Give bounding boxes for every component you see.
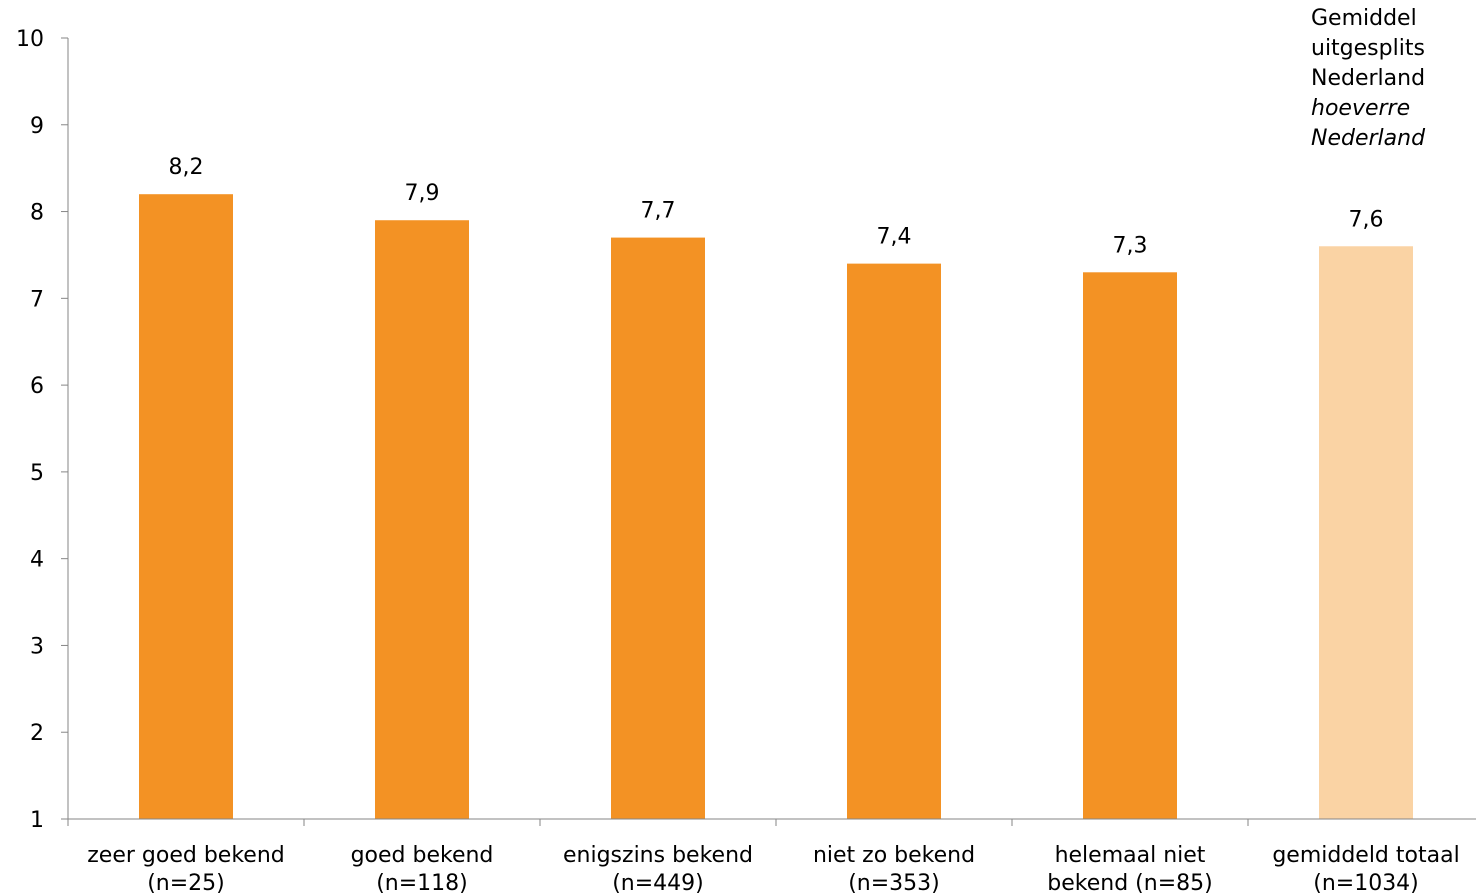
bar-value-label: 7,3 bbox=[1113, 233, 1148, 258]
x-tick-label: gemiddeld totaal (n=1034) bbox=[1272, 843, 1459, 894]
bar-value-label: 7,9 bbox=[405, 181, 440, 206]
note-line: Nederland bbox=[1311, 66, 1426, 91]
y-tick-label: 7 bbox=[30, 287, 44, 312]
y-tick-label: 1 bbox=[30, 808, 44, 833]
note-line: Nederland bbox=[1311, 126, 1426, 151]
bar bbox=[139, 194, 233, 819]
y-tick-label: 9 bbox=[30, 114, 44, 139]
y-tick-label: 6 bbox=[30, 374, 44, 399]
y-tick-label: 8 bbox=[30, 201, 44, 226]
bar-value-label: 8,2 bbox=[169, 155, 204, 180]
bar bbox=[1319, 246, 1413, 819]
bar bbox=[1083, 272, 1177, 819]
bar bbox=[847, 263, 941, 820]
chart-note: Gemiddel uitgesplits Nederland hoeverre … bbox=[1311, 4, 1476, 154]
bar-value-label: 7,7 bbox=[641, 199, 676, 224]
bar-value-label: 7,6 bbox=[1349, 207, 1384, 232]
y-tick-label: 3 bbox=[30, 634, 44, 659]
y-tick-label: 2 bbox=[30, 721, 44, 746]
bar bbox=[375, 220, 469, 819]
x-tick-label: helemaal niet bekend (n=85) bbox=[1047, 843, 1212, 894]
y-tick-label: 5 bbox=[30, 461, 44, 486]
x-tick-label: enigszins bekend (n=449) bbox=[563, 843, 753, 894]
y-tick-label: 4 bbox=[30, 548, 44, 573]
x-tick-label: goed bekend (n=118) bbox=[351, 843, 494, 894]
note-line: Gemiddel bbox=[1311, 6, 1417, 31]
x-tick-label: niet zo bekend (n=353) bbox=[813, 843, 975, 894]
x-tick-label: zeer goed bekend (n=25) bbox=[87, 843, 284, 894]
note-line: hoeverre bbox=[1311, 96, 1411, 121]
bar-value-label: 7,4 bbox=[877, 225, 912, 250]
y-tick-label: 10 bbox=[16, 27, 44, 52]
bar bbox=[611, 237, 705, 820]
note-line: uitgesplits bbox=[1311, 36, 1425, 61]
